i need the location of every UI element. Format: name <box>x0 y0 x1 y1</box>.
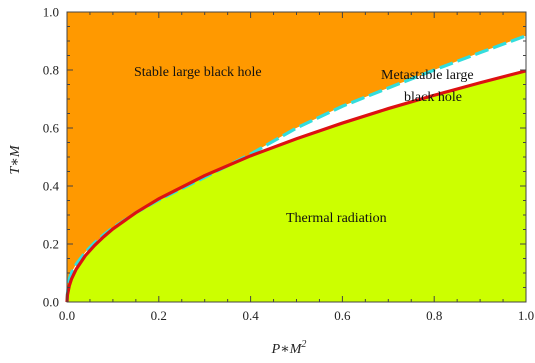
y-tick-labels: 0.0 0.2 0.4 0.6 0.8 1.0 <box>43 5 60 310</box>
y-tick-label: 0.8 <box>43 63 59 78</box>
y-axis-title: T∗M <box>8 144 23 174</box>
label-metastable-line2: black hole <box>404 90 462 105</box>
x-tick-label: 0.4 <box>242 308 259 323</box>
y-tick-label: 0.4 <box>43 179 60 194</box>
region-stable-large-black-hole <box>67 12 526 302</box>
x-tick-label: 0.6 <box>334 308 351 323</box>
x-tick-label: 0.2 <box>151 308 167 323</box>
y-tick-label: 0.0 <box>43 295 59 310</box>
axis-ticks <box>66 11 527 303</box>
x-axis-title: P∗M2 <box>271 339 307 357</box>
region-metastable-large-black-hole <box>67 35 526 302</box>
label-metastable-line1: Metastable large <box>381 68 474 83</box>
x-tick-label: 0.8 <box>426 308 442 323</box>
y-tick-label: 0.6 <box>43 121 60 136</box>
x-tick-label: 1.0 <box>518 308 534 323</box>
x-axis-title-base: P∗M <box>271 342 303 357</box>
x-tick-labels: 0.0 0.2 0.4 0.6 0.8 1.0 <box>59 308 534 323</box>
x-axis-title-sup: 2 <box>301 339 306 350</box>
x-tick-label: 0.0 <box>59 308 75 323</box>
region-thermal-radiation <box>67 70 526 303</box>
label-stable-large-black-hole: Stable large black hole <box>134 65 262 80</box>
y-tick-label: 0.2 <box>43 237 59 252</box>
solid-boundary-curve <box>65 69 527 303</box>
label-thermal-radiation: Thermal radiation <box>286 211 387 226</box>
y-tick-label: 1.0 <box>43 5 59 20</box>
